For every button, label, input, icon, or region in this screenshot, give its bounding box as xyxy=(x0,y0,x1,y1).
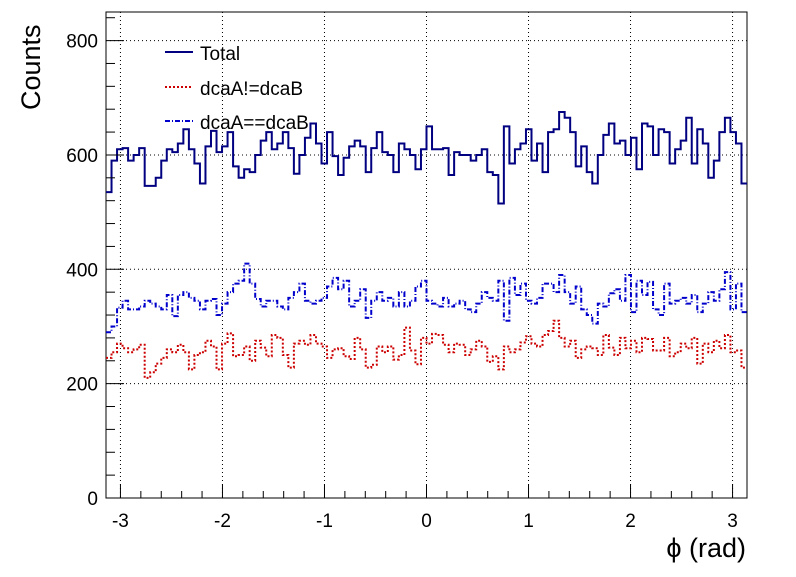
x-tick-label: 3 xyxy=(727,511,738,532)
x-tick-label: 0 xyxy=(421,511,432,532)
legend-label-dca-equal: dcaA==dcaB xyxy=(200,113,309,134)
y-tick-label: 200 xyxy=(66,375,98,396)
y-tick-label: 600 xyxy=(66,146,98,167)
x-axis-title: ϕ (rad) xyxy=(666,533,746,563)
legend-label-dca-not-equal: dcaA!=dcaB xyxy=(200,79,303,100)
x-tick-label: -1 xyxy=(316,511,333,532)
grid-layer xyxy=(106,12,747,498)
x-tick-label: 1 xyxy=(523,511,534,532)
x-tick-label: -2 xyxy=(214,511,231,532)
x-tick-label: 2 xyxy=(625,511,636,532)
y-tick-label: 400 xyxy=(66,260,98,281)
y-tick-label: 0 xyxy=(87,489,98,510)
axis-layer: -3 -2 -1 0 1 2 3 0 200 400 600 800 xyxy=(66,17,738,532)
series-layer xyxy=(106,111,747,379)
y-tick-label: 800 xyxy=(66,32,98,53)
x-tick-label: -3 xyxy=(112,511,129,532)
legend-label-total: Total xyxy=(200,44,240,65)
y-axis-title: Counts xyxy=(16,24,46,110)
legend: Total dcaA!=dcaB dcaA==dcaB xyxy=(165,44,309,134)
plot-frame xyxy=(105,11,748,499)
series-line-0 xyxy=(106,111,747,205)
series-line-2 xyxy=(106,262,747,334)
series-line-1 xyxy=(106,319,747,379)
